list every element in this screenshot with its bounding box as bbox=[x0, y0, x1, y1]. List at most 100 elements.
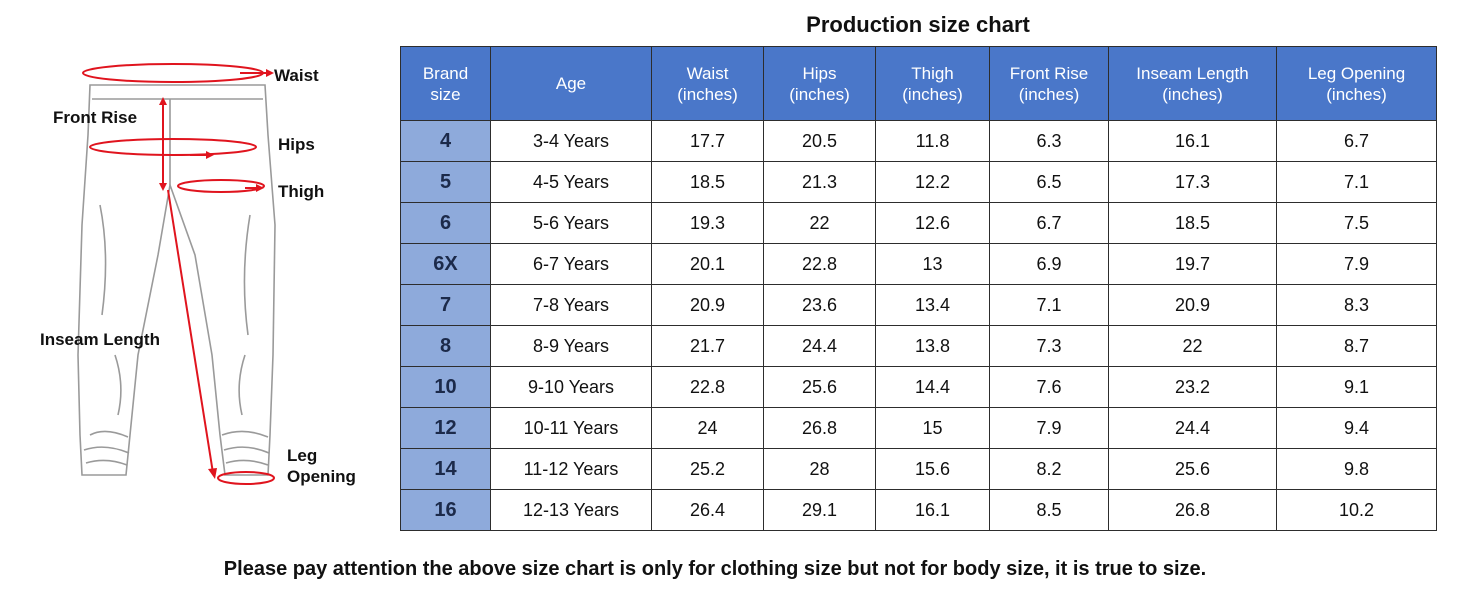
table-row: 14 11-12 Years 25.2 28 15.6 8.2 25.6 9.8 bbox=[400, 448, 1437, 490]
cell-hips: 25.6 bbox=[763, 366, 876, 408]
header-leg-opening: Leg Opening (inches) bbox=[1276, 46, 1437, 121]
thigh-ellipse bbox=[177, 179, 265, 193]
cell-hips: 22.8 bbox=[763, 243, 876, 285]
cell-hips: 29.1 bbox=[763, 489, 876, 531]
cell-inseam-length: 22 bbox=[1108, 325, 1277, 367]
table-row: 5 4-5 Years 18.5 21.3 12.2 6.5 17.3 7.1 bbox=[400, 161, 1437, 203]
cell-brand-size: 5 bbox=[400, 161, 491, 203]
cell-brand-size: 6X bbox=[400, 243, 491, 285]
cell-leg-opening: 8.3 bbox=[1276, 284, 1437, 326]
waist-label: Waist bbox=[274, 66, 319, 85]
pants-outline bbox=[77, 84, 276, 476]
size-disclaimer: Please pay attention the above size char… bbox=[223, 558, 1207, 580]
table-body: 4 3-4 Years 17.7 20.5 11.8 6.3 16.1 6.7 5 4-5 Yea… bbox=[400, 120, 1437, 531]
cell-hips: 28 bbox=[763, 448, 876, 490]
cell-waist: 25.2 bbox=[651, 448, 764, 490]
thigh-label: Thigh bbox=[278, 182, 325, 201]
cell-waist: 19.3 bbox=[651, 202, 764, 244]
cell-thigh: 15 bbox=[875, 407, 990, 449]
cell-waist: 17.7 bbox=[651, 120, 764, 162]
cell-brand-size: 7 bbox=[400, 284, 491, 326]
cell-inseam-length: 19.7 bbox=[1108, 243, 1277, 285]
cell-leg-opening: 9.4 bbox=[1276, 407, 1437, 449]
cell-inseam-length: 24.4 bbox=[1108, 407, 1277, 449]
cell-leg-opening: 10.2 bbox=[1276, 489, 1437, 531]
header-hips: Hips (inches) bbox=[763, 46, 876, 121]
cell-hips: 24.4 bbox=[763, 325, 876, 367]
pants-measurement-diagram: Waist Front Rise Hips Thigh Inseam Lengt… bbox=[30, 55, 390, 495]
cell-front-rise: 8.5 bbox=[989, 489, 1109, 531]
cell-thigh: 12.2 bbox=[875, 161, 990, 203]
cell-front-rise: 7.9 bbox=[989, 407, 1109, 449]
cell-brand-size: 4 bbox=[400, 120, 491, 162]
table-row: 12 10-11 Years 24 26.8 15 7.9 24.4 9.4 bbox=[400, 407, 1437, 449]
cell-leg-opening: 6.7 bbox=[1276, 120, 1437, 162]
cell-age: 11-12 Years bbox=[490, 448, 652, 490]
cell-thigh: 15.6 bbox=[875, 448, 990, 490]
table-row: 7 7-8 Years 20.9 23.6 13.4 7.1 20.9 8.3 bbox=[400, 284, 1437, 326]
cell-brand-size: 16 bbox=[400, 489, 491, 531]
cell-age: 5-6 Years bbox=[490, 202, 652, 244]
leg-opening-ellipse bbox=[217, 471, 275, 485]
cell-front-rise: 7.6 bbox=[989, 366, 1109, 408]
header-age: Age bbox=[490, 46, 652, 121]
cell-thigh: 14.4 bbox=[875, 366, 990, 408]
cell-hips: 26.8 bbox=[763, 407, 876, 449]
front-rise-label: Front Rise bbox=[53, 108, 138, 127]
cell-brand-size: 14 bbox=[400, 448, 491, 490]
cell-hips: 20.5 bbox=[763, 120, 876, 162]
cell-brand-size: 10 bbox=[400, 366, 491, 408]
cell-thigh: 13.4 bbox=[875, 284, 990, 326]
cell-inseam-length: 17.3 bbox=[1108, 161, 1277, 203]
header-inseam-length: Inseam Length (inches) bbox=[1108, 46, 1277, 121]
table-header-row: Brand size Age Waist (inches) Hips (inch… bbox=[400, 46, 1437, 121]
cell-age: 4-5 Years bbox=[490, 161, 652, 203]
size-chart-table-wrapper: Brand size Age Waist (inches) Hips (inch… bbox=[400, 46, 1437, 531]
cell-front-rise: 7.3 bbox=[989, 325, 1109, 367]
cell-hips: 21.3 bbox=[763, 161, 876, 203]
cell-thigh: 13.8 bbox=[875, 325, 990, 367]
waist-ellipse bbox=[82, 63, 264, 83]
cell-waist: 18.5 bbox=[651, 161, 764, 203]
cell-age: 6-7 Years bbox=[490, 243, 652, 285]
cell-leg-opening: 9.8 bbox=[1276, 448, 1437, 490]
cell-thigh: 16.1 bbox=[875, 489, 990, 531]
cell-inseam-length: 18.5 bbox=[1108, 202, 1277, 244]
cell-front-rise: 6.3 bbox=[989, 120, 1109, 162]
chart-title: Production size chart bbox=[806, 12, 1030, 37]
cell-inseam-length: 26.8 bbox=[1108, 489, 1277, 531]
table-row: 6X 6-7 Years 20.1 22.8 13 6.9 19.7 7.9 bbox=[400, 243, 1437, 285]
header-brand-size: Brand size bbox=[400, 46, 491, 121]
cell-leg-opening: 7.1 bbox=[1276, 161, 1437, 203]
cell-inseam-length: 20.9 bbox=[1108, 284, 1277, 326]
pants-illustration bbox=[77, 63, 276, 485]
cell-waist: 21.7 bbox=[651, 325, 764, 367]
measurement-arrowheads bbox=[159, 69, 274, 479]
cell-front-rise: 6.5 bbox=[989, 161, 1109, 203]
cell-age: 10-11 Years bbox=[490, 407, 652, 449]
cell-inseam-length: 16.1 bbox=[1108, 120, 1277, 162]
cell-brand-size: 8 bbox=[400, 325, 491, 367]
cell-front-rise: 6.9 bbox=[989, 243, 1109, 285]
cell-brand-size: 12 bbox=[400, 407, 491, 449]
cell-front-rise: 7.1 bbox=[989, 284, 1109, 326]
cell-thigh: 13 bbox=[875, 243, 990, 285]
header-waist: Waist (inches) bbox=[651, 46, 764, 121]
cell-waist: 22.8 bbox=[651, 366, 764, 408]
cell-inseam-length: 23.2 bbox=[1108, 366, 1277, 408]
cell-waist: 20.1 bbox=[651, 243, 764, 285]
table-row: 10 9-10 Years 22.8 25.6 14.4 7.6 23.2 9.1 bbox=[400, 366, 1437, 408]
cell-waist: 20.9 bbox=[651, 284, 764, 326]
table-row: 4 3-4 Years 17.7 20.5 11.8 6.3 16.1 6.7 bbox=[400, 120, 1437, 162]
table-row: 6 5-6 Years 19.3 22 12.6 6.7 18.5 7.5 bbox=[400, 202, 1437, 244]
cell-brand-size: 6 bbox=[400, 202, 491, 244]
leg-opening-label: Leg Opening bbox=[287, 446, 356, 486]
cell-leg-opening: 9.1 bbox=[1276, 366, 1437, 408]
cell-hips: 22 bbox=[763, 202, 876, 244]
inseam-length-label: Inseam Length bbox=[40, 330, 160, 349]
hips-label: Hips bbox=[278, 135, 315, 154]
cell-front-rise: 8.2 bbox=[989, 448, 1109, 490]
cell-leg-opening: 7.5 bbox=[1276, 202, 1437, 244]
cell-age: 8-9 Years bbox=[490, 325, 652, 367]
inseam-line bbox=[167, 189, 214, 474]
